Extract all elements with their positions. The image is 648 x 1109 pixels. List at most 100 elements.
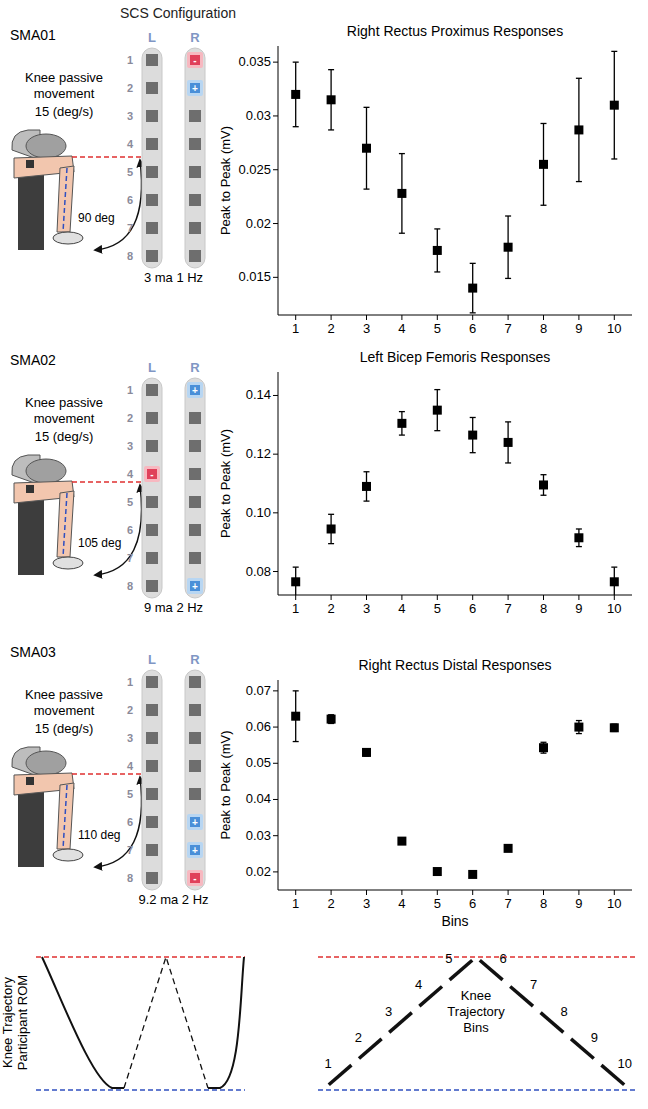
rom-bottom-line [63,785,67,849]
active-contact-core [190,581,200,591]
x-tick [508,890,509,895]
error-bar-cap [328,514,334,515]
bin-label: 5 [445,951,452,966]
shoe [53,849,83,861]
participant-panel: SMA03Knee passivemovement15 (deg/s)110 d… [10,644,209,907]
active-contact-core [190,385,200,395]
column-label: R [190,30,200,45]
x-tick-label: 2 [327,601,334,616]
point [468,870,477,879]
x-tick [543,890,544,895]
point [574,533,583,542]
error-bar-cap [328,543,334,544]
error-bar-cap [364,500,370,501]
bin-segment [389,1013,412,1033]
bin-segment [450,960,473,980]
contact [189,788,201,800]
contact [189,732,201,744]
point [539,160,548,169]
x-tick [614,890,615,895]
contact [146,222,158,234]
x-tick-label: 4 [398,896,405,911]
x-tick-label: 1 [292,321,299,336]
y-tick-label: 0.07 [246,683,271,698]
y-tick [273,571,278,572]
stim-label: 9 ma 2 Hz [144,600,203,615]
error-bar-cap [399,434,405,435]
x-tick-label: 5 [434,321,441,336]
chart: Right Rectus Distal Responses0.020.030.0… [218,657,632,929]
y-axis [278,46,279,315]
y-tick [273,277,278,278]
active-contact [187,842,203,858]
point [504,438,513,447]
task-line: movement [34,86,95,101]
rom-bottom-line [63,168,67,232]
trajectory-curve [208,957,244,1088]
error-bar-cap [328,69,334,70]
contact [146,194,158,206]
point [610,723,619,732]
bin-segment [329,1065,352,1085]
y-tick [273,395,278,396]
y-tick-label: 0.02 [246,864,271,879]
x-tick [366,890,367,895]
error-bar-cap [541,742,547,743]
stim-label: 3 ma 1 Hz [144,270,203,285]
y-tick-label: 0.10 [246,505,271,520]
y-tick-label: 0.06 [246,719,271,734]
contact [189,82,201,94]
x-tick-label: 9 [575,601,582,616]
chart-title: Left Bicep Femoris Responses [360,349,551,365]
row-label: 1 [127,384,133,396]
x-tick [543,315,544,320]
contact [146,412,158,424]
electrode-pad [26,777,34,785]
x-tick [366,315,367,320]
plot-area [291,390,619,595]
title-line: Trajectory [447,1004,505,1019]
x-tick [401,595,402,600]
rom-max-line [318,956,636,957]
error-bar-cap [364,107,370,108]
polarity-label: - [150,469,153,480]
y-tick-label: 0.025 [238,162,271,177]
polarity-label: + [192,845,198,856]
contact [146,844,158,856]
contact [189,384,201,396]
x-tick-label: 6 [469,601,476,616]
active-contact [187,52,203,68]
rom-top-line [72,156,142,158]
x-tick-label: 4 [398,321,405,336]
row-label: 2 [127,412,133,424]
row-label: 8 [127,580,133,592]
contact [146,704,158,716]
error-bar-cap [364,188,370,189]
error-bar-cap [576,546,582,547]
x-tick [401,315,402,320]
bin-label: 2 [355,1030,362,1045]
active-contact [187,578,203,594]
contact [189,676,201,688]
plot-area [291,691,619,879]
point [397,837,406,846]
electrode-lead [185,670,205,890]
chair [18,172,44,250]
participant-id: SMA03 [10,644,56,660]
row-label: 1 [127,54,133,66]
polarity-label: + [192,817,198,828]
contact [146,250,158,262]
x-tick-label: 7 [504,601,511,616]
error-bar-cap [434,228,440,229]
contact [189,110,201,122]
x-tick [437,890,438,895]
error-bar-cap [541,752,547,753]
x-tick-label: 7 [504,896,511,911]
speed-label: 15 (deg/s) [35,104,94,119]
x-tick-label: 3 [363,601,370,616]
x-tick-label: 1 [292,896,299,911]
contact [189,760,201,772]
column-label: R [190,652,200,667]
x-tick [578,595,579,600]
column-label: L [148,652,156,667]
